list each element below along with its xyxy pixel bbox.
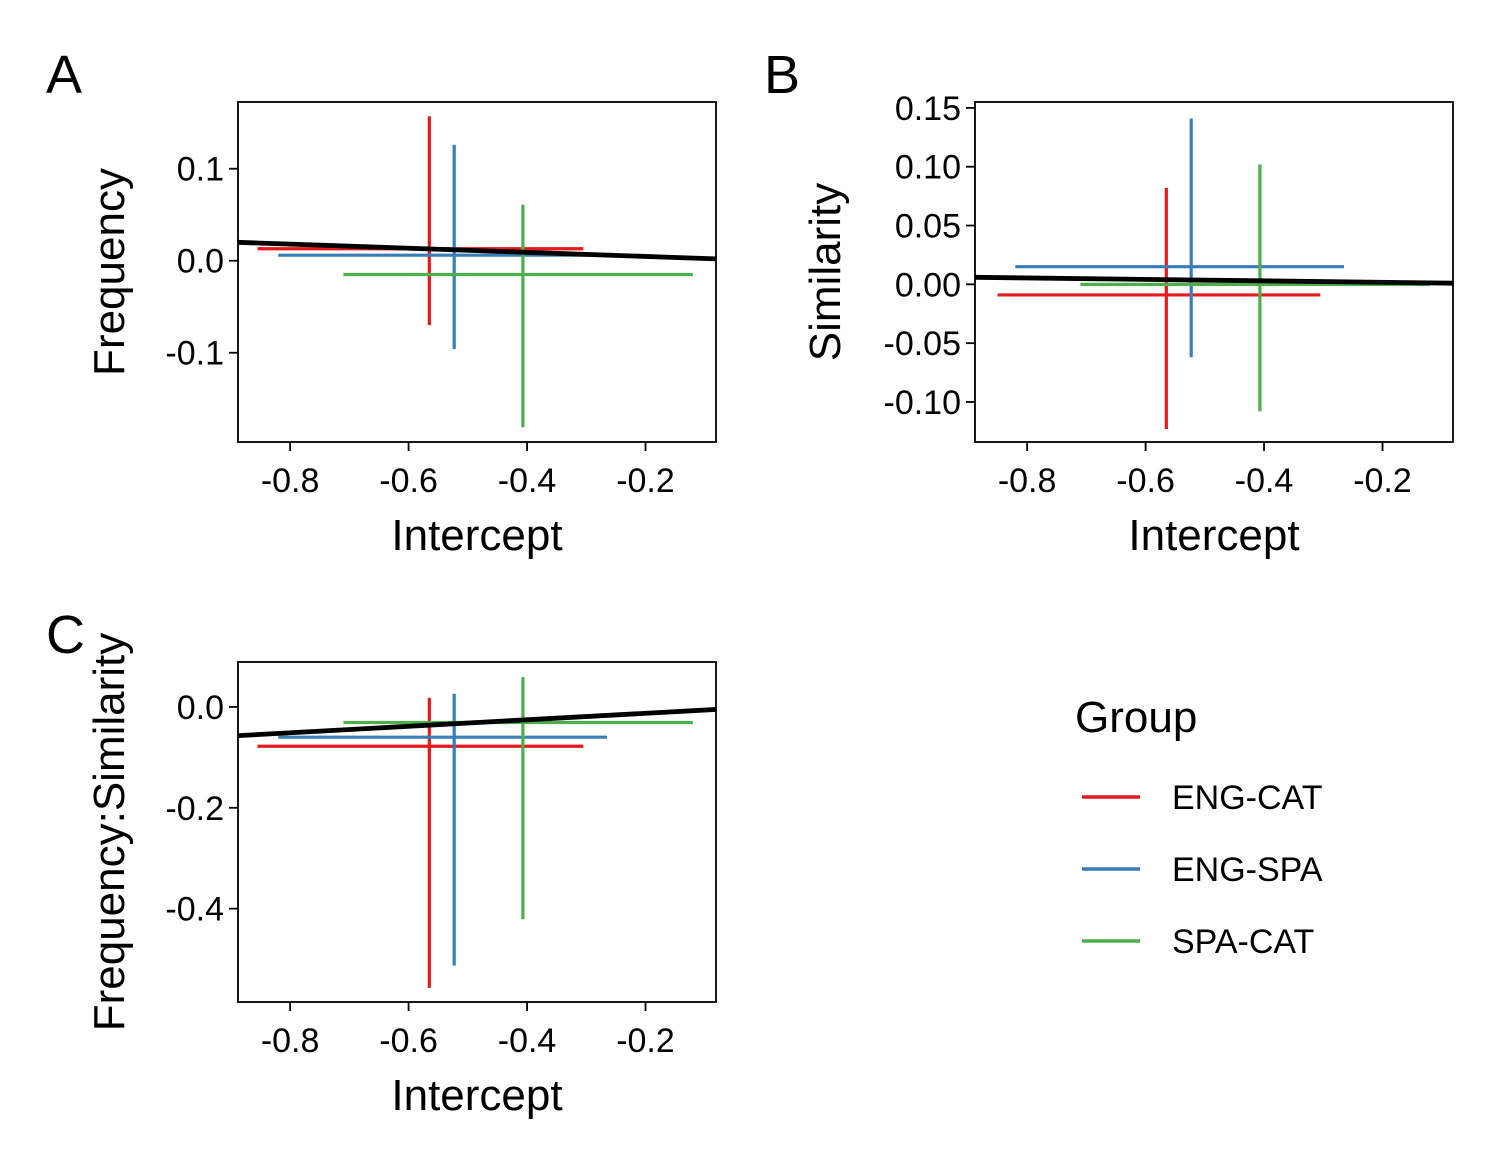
- x-tick-label-b: -0.2: [1353, 462, 1412, 500]
- y-axis-title-a: Frequency: [85, 168, 134, 376]
- x-tick-label-c: -0.2: [616, 1022, 675, 1060]
- y-axis-title-b: Similarity: [801, 183, 850, 361]
- y-tick-label-b: 0.00: [895, 266, 961, 304]
- x-tick-label-a: -0.6: [379, 462, 438, 500]
- x-tick-label-c: -0.6: [379, 1022, 438, 1060]
- x-tick-label-a: -0.8: [261, 462, 320, 500]
- y-tick-label-a: -0.1: [165, 335, 224, 373]
- fit-line-a: [238, 239, 716, 262]
- y-tick-label-c: -0.4: [165, 891, 224, 929]
- x-tick-label-a: -0.4: [498, 462, 557, 500]
- y-tick-label-b: -0.10: [884, 384, 962, 422]
- x-axis-title-c: Intercept: [391, 1071, 562, 1120]
- legend: Group ENG-CAT ENG-SPA SPA-CAT: [1075, 693, 1323, 961]
- y-tick-label-b: 0.10: [895, 149, 961, 187]
- plot-frame-c: [237, 661, 717, 1003]
- legend-label-eng-spa: ENG-SPA: [1172, 851, 1323, 889]
- panel-label-c: C: [46, 605, 85, 665]
- y-axis-title-c: Frequency:Similarity: [85, 633, 134, 1032]
- legend-title: Group: [1075, 693, 1197, 742]
- panel-a: A -0.10.00.1 -0.8 -0.6 -0.4 -0.2 Intercept …: [46, 45, 717, 560]
- x-tick-label-b: -0.4: [1235, 462, 1294, 500]
- x-axis-title-a: Intercept: [391, 511, 562, 560]
- y-tick-label-a: 0.0: [177, 243, 224, 281]
- x-tick-label-b: -0.8: [998, 462, 1057, 500]
- y-tick-label-b: -0.05: [884, 325, 962, 363]
- fit-line-b: [975, 274, 1453, 286]
- y-tick-label-a: 0.1: [177, 151, 224, 189]
- x-tick-label-b: -0.6: [1116, 462, 1175, 500]
- x-axis-title-b: Intercept: [1128, 511, 1299, 560]
- legend-label-spa-cat: SPA-CAT: [1172, 923, 1314, 961]
- plot-frame-a: [237, 101, 717, 443]
- y-tick-label-b: 0.05: [895, 208, 961, 246]
- y-tick-label-b: 0.15: [895, 90, 961, 128]
- panel-label-a: A: [46, 45, 82, 105]
- x-tick-label-c: -0.8: [261, 1022, 320, 1060]
- y-tick-label-c: -0.2: [165, 790, 224, 828]
- x-tick-label-c: -0.4: [498, 1022, 557, 1060]
- y-tick-label-c: 0.0: [177, 689, 224, 727]
- x-tick-label-a: -0.2: [616, 462, 675, 500]
- panel-c: C -0.4 -0.2 0.0 -0.8 -0.6 -0.4 -0.2 Intercept…: [46, 605, 717, 1120]
- plot-frame-b: [974, 101, 1454, 443]
- fit-line-c: [238, 707, 716, 739]
- panel-label-b: B: [764, 45, 800, 105]
- legend-label-eng-cat: ENG-CAT: [1172, 779, 1322, 817]
- panel-b: B -0.10 -0.05 0.00 0.05 0.10 0.15 -0.8 -0.6 -0.…: [764, 45, 1454, 560]
